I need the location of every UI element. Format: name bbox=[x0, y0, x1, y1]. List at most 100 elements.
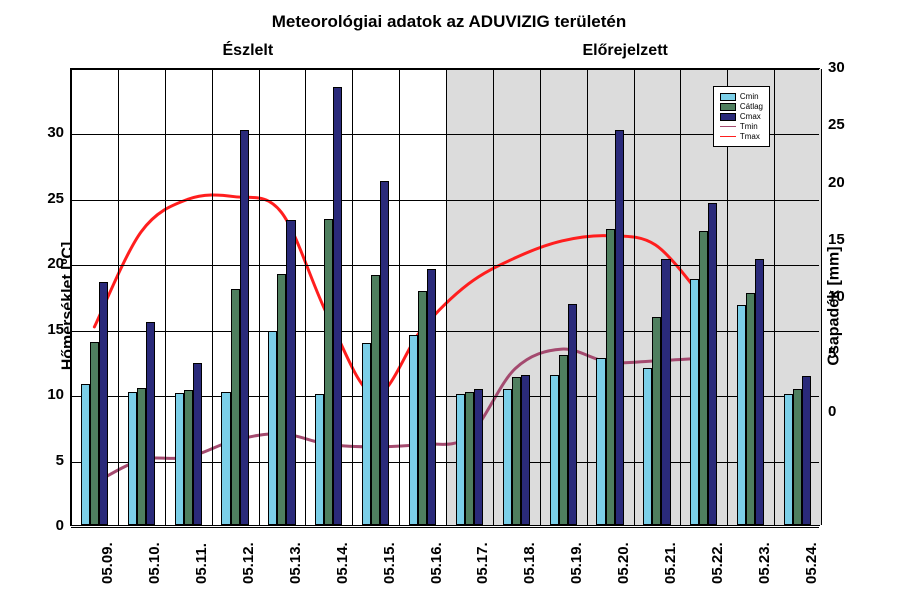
legend-item-tmin: Tmin bbox=[720, 122, 763, 131]
gridline-v bbox=[399, 69, 400, 525]
y2-tick-label: 10 bbox=[828, 288, 858, 305]
bar-catlag bbox=[465, 392, 474, 525]
bar-cmin bbox=[268, 331, 277, 525]
gridline-v bbox=[212, 69, 213, 525]
bar-cmax bbox=[615, 130, 624, 525]
gridline-v bbox=[587, 69, 588, 525]
bar-catlag bbox=[793, 389, 802, 525]
legend-swatch bbox=[720, 93, 736, 101]
x-tick-label: 05.18. bbox=[521, 542, 538, 584]
bar-cmin bbox=[221, 392, 230, 525]
gridline-v bbox=[165, 69, 166, 525]
x-tick-label: 05.14. bbox=[334, 542, 351, 584]
bar-cmax bbox=[568, 304, 577, 525]
bar-catlag bbox=[231, 289, 240, 525]
bar-cmax bbox=[380, 181, 389, 525]
bar-cmin bbox=[81, 384, 90, 525]
x-tick-label: 05.10. bbox=[146, 542, 163, 584]
y1-tick-label: 15 bbox=[34, 321, 64, 338]
section-label-forecast: Előrejelzett bbox=[583, 42, 668, 60]
gridline-h bbox=[71, 134, 819, 135]
bar-cmin bbox=[409, 335, 418, 525]
legend-label: Cátlag bbox=[740, 102, 763, 111]
legend-label: Tmin bbox=[740, 122, 758, 131]
bar-catlag bbox=[746, 293, 755, 525]
gridline-h bbox=[71, 527, 819, 528]
gridline-v bbox=[634, 69, 635, 525]
y2-tick-label: 25 bbox=[828, 116, 858, 133]
bar-catlag bbox=[559, 355, 568, 525]
x-tick-label: 05.17. bbox=[474, 542, 491, 584]
bar-catlag bbox=[652, 317, 661, 525]
bar-cmax bbox=[286, 220, 295, 525]
bar-catlag bbox=[184, 390, 193, 525]
bar-catlag bbox=[699, 231, 708, 525]
bar-catlag bbox=[90, 342, 99, 525]
bar-cmax bbox=[802, 376, 811, 525]
bar-cmin bbox=[737, 305, 746, 525]
x-tick-label: 05.19. bbox=[568, 542, 585, 584]
gridline-v bbox=[71, 69, 72, 525]
y1-tick-label: 25 bbox=[34, 190, 64, 207]
legend-label: Cmin bbox=[740, 92, 759, 101]
x-tick-label: 05.09. bbox=[99, 542, 116, 584]
bar-cmin bbox=[690, 279, 699, 525]
legend-swatch bbox=[720, 136, 736, 137]
legend-item-tmax: Tmax bbox=[720, 132, 763, 141]
bar-cmin bbox=[175, 393, 184, 525]
bar-catlag bbox=[418, 291, 427, 525]
legend-item-cmax: Cmax bbox=[720, 112, 763, 121]
bar-cmax bbox=[708, 203, 717, 525]
chart-root: Meteorológiai adatok az ADUVIZIG terület… bbox=[0, 0, 898, 611]
bar-catlag bbox=[277, 274, 286, 525]
y1-tick-label: 5 bbox=[34, 452, 64, 469]
gridline-v bbox=[680, 69, 681, 525]
x-tick-label: 05.21. bbox=[662, 542, 679, 584]
bar-cmax bbox=[193, 363, 202, 525]
gridline-v bbox=[305, 69, 306, 525]
x-tick-label: 05.20. bbox=[615, 542, 632, 584]
x-tick-label: 05.12. bbox=[240, 542, 257, 584]
bar-cmin bbox=[643, 368, 652, 525]
bar-cmax bbox=[755, 259, 764, 525]
bar-cmax bbox=[427, 269, 436, 525]
bar-catlag bbox=[137, 388, 146, 525]
bar-cmin bbox=[456, 394, 465, 525]
gridline-h bbox=[71, 200, 819, 201]
gridline-v bbox=[774, 69, 775, 525]
bar-cmin bbox=[503, 389, 512, 525]
x-tick-label: 05.15. bbox=[381, 542, 398, 584]
section-label-observed: Észlelt bbox=[223, 42, 274, 60]
y1-tick-label: 0 bbox=[34, 517, 64, 534]
bar-cmax bbox=[240, 130, 249, 525]
bar-cmin bbox=[596, 358, 605, 525]
gridline-v bbox=[493, 69, 494, 525]
plot-area bbox=[70, 68, 820, 526]
legend-item-cmin: Cmin bbox=[720, 92, 763, 101]
bar-catlag bbox=[371, 275, 380, 525]
chart-title: Meteorológiai adatok az ADUVIZIG terület… bbox=[0, 12, 898, 32]
bar-cmin bbox=[128, 392, 137, 525]
y1-tick-label: 20 bbox=[34, 255, 64, 272]
legend-label: Tmax bbox=[740, 132, 760, 141]
gridline-v bbox=[259, 69, 260, 525]
bar-cmax bbox=[521, 375, 530, 525]
bar-cmax bbox=[474, 389, 483, 525]
bar-cmax bbox=[333, 87, 342, 525]
y2-tick-label: 15 bbox=[828, 231, 858, 248]
y1-tick-label: 10 bbox=[34, 386, 64, 403]
legend-swatch bbox=[720, 103, 736, 111]
x-tick-label: 05.16. bbox=[428, 542, 445, 584]
x-tick-label: 05.24. bbox=[803, 542, 820, 584]
x-tick-label: 05.11. bbox=[193, 543, 210, 584]
legend-label: Cmax bbox=[740, 112, 761, 121]
bar-cmax bbox=[661, 259, 670, 525]
gridline-h bbox=[71, 69, 819, 70]
y2-tick-label: 30 bbox=[828, 59, 858, 76]
y2-tick-label: 20 bbox=[828, 174, 858, 191]
legend: CminCátlagCmaxTminTmax bbox=[713, 86, 770, 147]
x-tick-label: 05.23. bbox=[756, 542, 773, 584]
legend-swatch bbox=[720, 113, 736, 121]
gridline-v bbox=[118, 69, 119, 525]
x-tick-label: 05.13. bbox=[287, 542, 304, 584]
